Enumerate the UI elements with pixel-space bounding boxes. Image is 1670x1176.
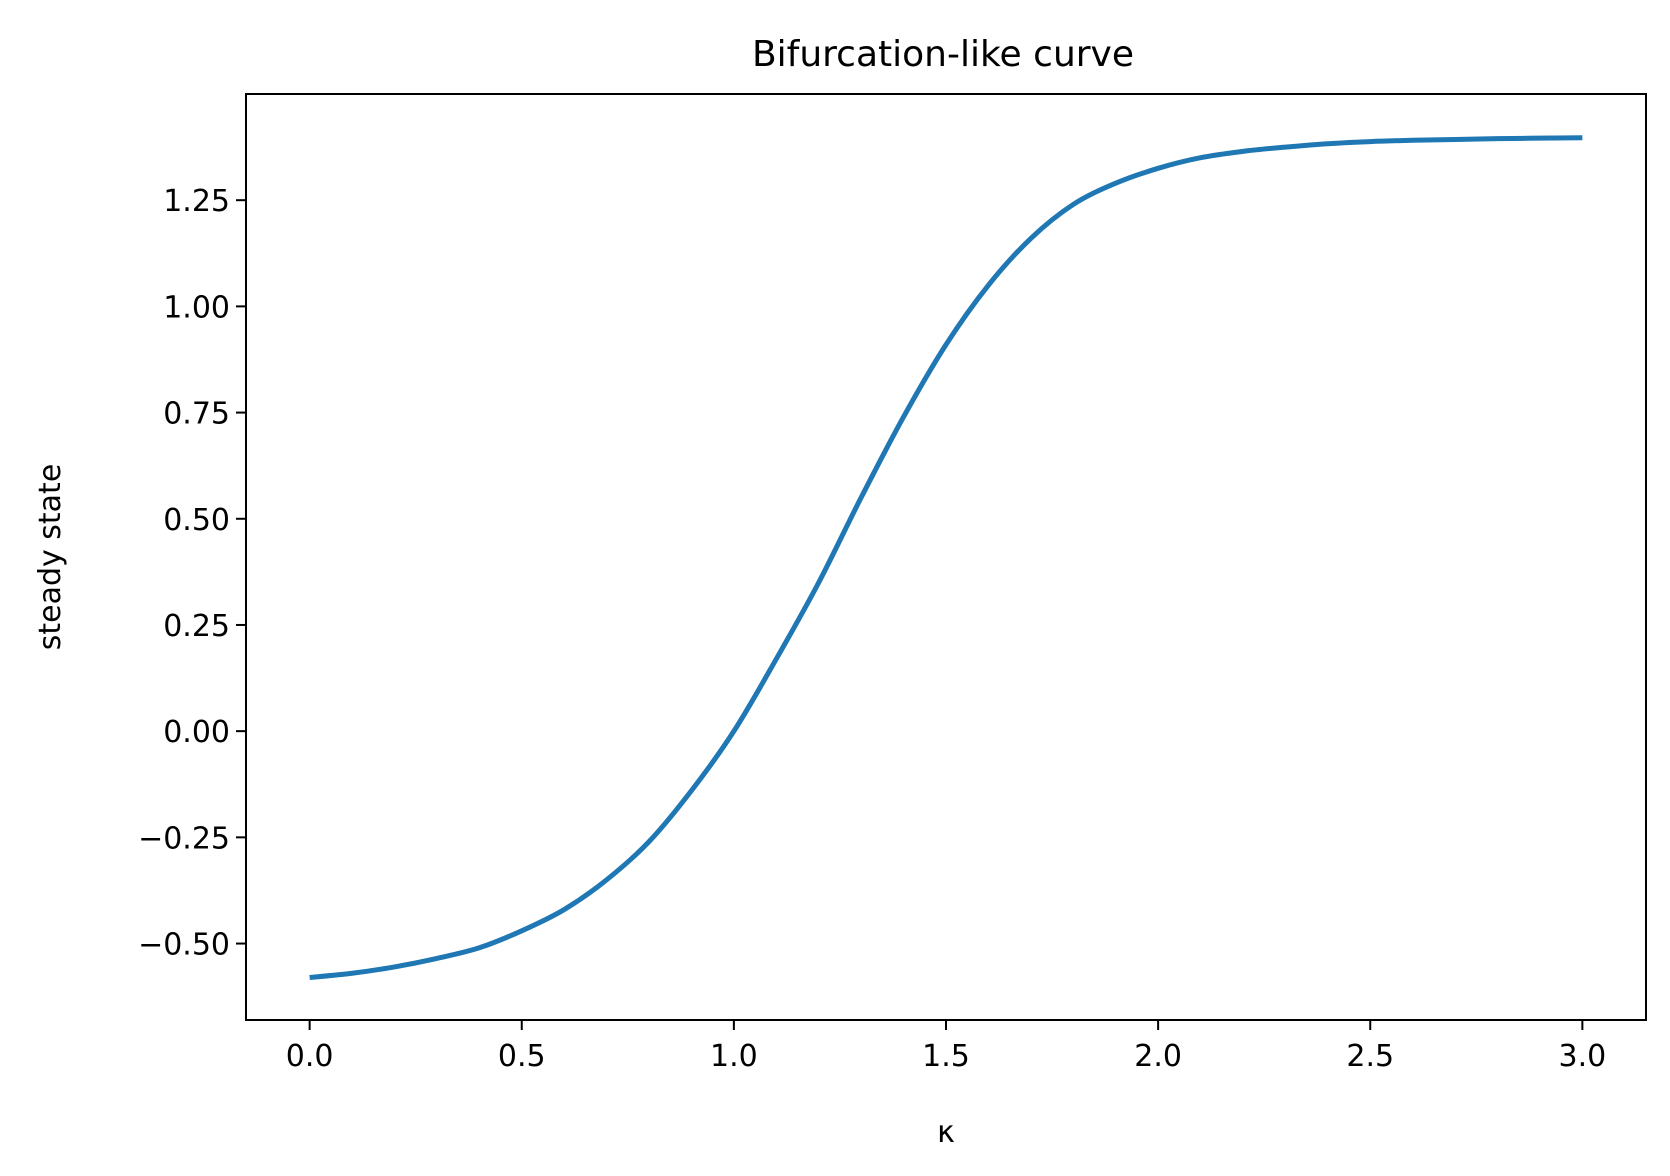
x-tick-label: 0.5 xyxy=(498,1039,546,1074)
y-tick-label: 0.25 xyxy=(163,609,230,644)
x-tick-label: 1.5 xyxy=(922,1039,970,1074)
x-tick-label: 1.0 xyxy=(710,1039,758,1074)
x-tick-label: 2.0 xyxy=(1134,1039,1182,1074)
y-tick-label: 0.00 xyxy=(163,715,230,750)
y-tick-label: 1.25 xyxy=(163,184,230,219)
x-tick-label: 3.0 xyxy=(1559,1039,1607,1074)
x-axis-ticks: 0.0 0.5 1.0 1.5 2.0 2.5 3.0 xyxy=(286,1020,1606,1074)
y-axis-label: steady state xyxy=(33,464,68,651)
y-tick-label: 1.00 xyxy=(163,290,230,325)
y-axis-ticks: −0.50 −0.25 0.00 0.25 0.50 0.75 1.00 1.25 xyxy=(138,184,246,963)
curve-layer xyxy=(309,135,1583,981)
series-line-0 xyxy=(309,135,1583,981)
x-tick-label: 2.5 xyxy=(1346,1039,1394,1074)
y-tick-label: 0.50 xyxy=(163,503,230,538)
y-tick-label: −0.25 xyxy=(138,821,230,856)
x-axis-label: κ xyxy=(937,1115,955,1150)
y-tick-label: 0.75 xyxy=(163,397,230,432)
y-tick-label: −0.50 xyxy=(138,928,230,963)
chart-title: Bifurcation-like curve xyxy=(752,34,1134,75)
x-tick-label: 0.0 xyxy=(286,1039,334,1074)
